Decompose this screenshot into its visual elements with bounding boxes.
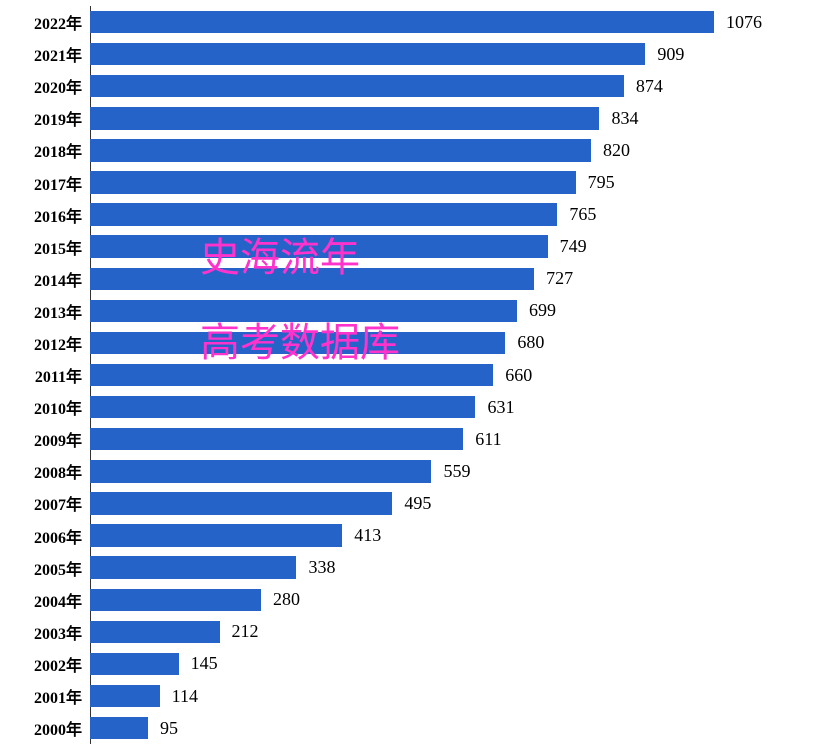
value-label: 909	[657, 44, 684, 65]
value-label: 95	[160, 718, 178, 739]
category-label: 2006年	[34, 524, 90, 548]
category-label: 2015年	[34, 235, 90, 259]
category-label: 2009年	[34, 427, 90, 451]
bar	[90, 235, 548, 257]
bar	[90, 43, 645, 65]
bar	[90, 621, 220, 643]
horizontal-bar-chart: 2022年10762021年9092020年8742019年8342018年82…	[0, 0, 822, 750]
category-label: 2005年	[34, 556, 90, 580]
bar-row: 2013年699	[90, 295, 762, 327]
bar	[90, 171, 576, 193]
category-label: 2002年	[34, 652, 90, 676]
category-label: 2000年	[34, 716, 90, 740]
category-label: 2021年	[34, 42, 90, 66]
value-label: 820	[603, 140, 630, 161]
bar	[90, 300, 517, 322]
bar	[90, 492, 392, 514]
value-label: 559	[443, 461, 470, 482]
category-label: 2001年	[34, 684, 90, 708]
bar-row: 2021年909	[90, 38, 762, 70]
category-label: 2013年	[34, 299, 90, 323]
bar-rows: 2022年10762021年9092020年8742019年8342018年82…	[90, 6, 762, 744]
bar	[90, 75, 624, 97]
category-label: 2017年	[34, 171, 90, 195]
value-label: 631	[487, 397, 514, 418]
value-label: 727	[546, 268, 573, 289]
bar-row: 2019年834	[90, 102, 762, 134]
bar	[90, 524, 342, 546]
value-label: 874	[636, 76, 663, 97]
bar	[90, 460, 431, 482]
value-label: 660	[505, 365, 532, 386]
bar-row: 2018年820	[90, 134, 762, 166]
category-label: 2010年	[34, 395, 90, 419]
bar-row: 2016年765	[90, 199, 762, 231]
bar	[90, 139, 591, 161]
bar-row: 2015年749	[90, 231, 762, 263]
bar-row: 2004年280	[90, 584, 762, 616]
category-label: 2004年	[34, 588, 90, 612]
bar-row: 2009年611	[90, 423, 762, 455]
bar-row: 2014年727	[90, 263, 762, 295]
value-label: 834	[611, 108, 638, 129]
bar-row: 2006年413	[90, 520, 762, 552]
category-label: 2016年	[34, 203, 90, 227]
bar	[90, 11, 714, 33]
bar-row: 2003年212	[90, 616, 762, 648]
value-label: 145	[191, 653, 218, 674]
bar	[90, 396, 475, 418]
bar-row: 2007年495	[90, 487, 762, 519]
category-label: 2019年	[34, 106, 90, 130]
bar-row: 2010年631	[90, 391, 762, 423]
bar	[90, 332, 505, 354]
bar	[90, 685, 160, 707]
value-label: 1076	[726, 12, 762, 33]
category-label: 2018年	[34, 138, 90, 162]
bar-row: 2008年559	[90, 455, 762, 487]
category-label: 2012年	[34, 331, 90, 355]
bar-row: 2002年145	[90, 648, 762, 680]
category-label: 2022年	[34, 10, 90, 34]
bar-row: 2000年95	[90, 712, 762, 744]
bar-row: 2011年660	[90, 359, 762, 391]
value-label: 795	[588, 172, 615, 193]
bar	[90, 203, 557, 225]
value-label: 338	[308, 557, 335, 578]
bar-row: 2022年1076	[90, 6, 762, 38]
category-label: 2020年	[34, 74, 90, 98]
bar-row: 2020年874	[90, 70, 762, 102]
category-label: 2007年	[34, 491, 90, 515]
bar	[90, 653, 179, 675]
value-label: 114	[172, 686, 198, 707]
bar	[90, 107, 599, 129]
category-label: 2003年	[34, 620, 90, 644]
value-label: 611	[475, 429, 501, 450]
bar-row: 2012年680	[90, 327, 762, 359]
bar	[90, 556, 296, 578]
value-label: 765	[569, 204, 596, 225]
bar	[90, 589, 261, 611]
bar	[90, 717, 148, 739]
bar-row: 2005年338	[90, 552, 762, 584]
bar-row: 2017年795	[90, 166, 762, 198]
value-label: 280	[273, 589, 300, 610]
value-label: 212	[232, 621, 259, 642]
value-label: 495	[404, 493, 431, 514]
value-label: 680	[517, 332, 544, 353]
value-label: 749	[560, 236, 587, 257]
value-label: 699	[529, 300, 556, 321]
category-label: 2014年	[34, 267, 90, 291]
bar	[90, 364, 493, 386]
bar	[90, 428, 463, 450]
value-label: 413	[354, 525, 381, 546]
bar-row: 2001年114	[90, 680, 762, 712]
category-label: 2008年	[34, 459, 90, 483]
category-label: 2011年	[35, 363, 90, 387]
bar	[90, 268, 534, 290]
